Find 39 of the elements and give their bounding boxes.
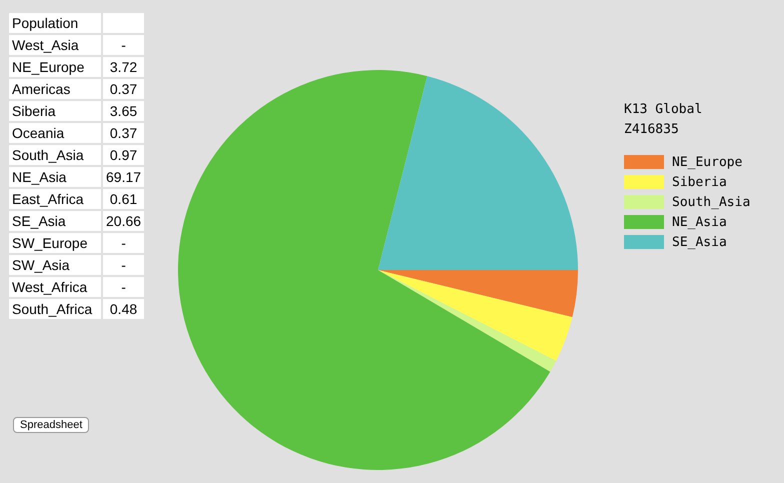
text: 0.97	[110, 147, 138, 163]
text: 3.72	[110, 59, 138, 75]
category-label: SW_Europe	[8, 232, 102, 254]
text: -	[121, 235, 126, 251]
text: 3.65	[110, 103, 138, 119]
legend-label: South_Asia	[672, 194, 750, 210]
pie-slice	[378, 270, 572, 361]
text: 0.61	[110, 191, 138, 207]
pie-slice	[378, 270, 556, 372]
text: -	[121, 257, 126, 273]
pie-slice	[178, 70, 550, 470]
category-label: East_Africa	[8, 188, 102, 210]
text: 0.37	[110, 81, 138, 97]
category-label: Americas	[8, 78, 102, 100]
category-label: West_Africa	[8, 276, 102, 298]
category-label: Oceania	[8, 122, 102, 144]
category-label: NE_Europe	[8, 56, 102, 78]
category-label: SW_Asia	[8, 254, 102, 276]
category-label: SE_Asia	[8, 210, 102, 232]
text: Population	[8, 12, 102, 34]
legend-label: NE_Asia	[672, 214, 727, 230]
legend-label: NE_Europe	[672, 154, 742, 170]
category-label: South_Africa	[8, 298, 102, 320]
text: 0.37	[110, 125, 138, 141]
legend-label: SE_Asia	[672, 234, 727, 250]
text: -	[121, 279, 126, 295]
text: -	[121, 37, 126, 53]
legend-label: Siberia	[672, 174, 727, 190]
legend-title: K13 Global Z416835	[624, 101, 704, 139]
pie-slice	[378, 76, 578, 270]
category-label: Siberia	[8, 100, 102, 122]
text: 69.17	[106, 169, 142, 185]
pie-slice	[378, 270, 578, 318]
category-label: NE_Asia	[8, 166, 102, 188]
category-label: South_Asia	[8, 144, 102, 166]
text: 20.66	[106, 213, 142, 229]
text: 0.48	[110, 301, 138, 317]
category-label: West_Asia	[8, 34, 102, 56]
text: Spreadsheet	[13, 417, 90, 433]
